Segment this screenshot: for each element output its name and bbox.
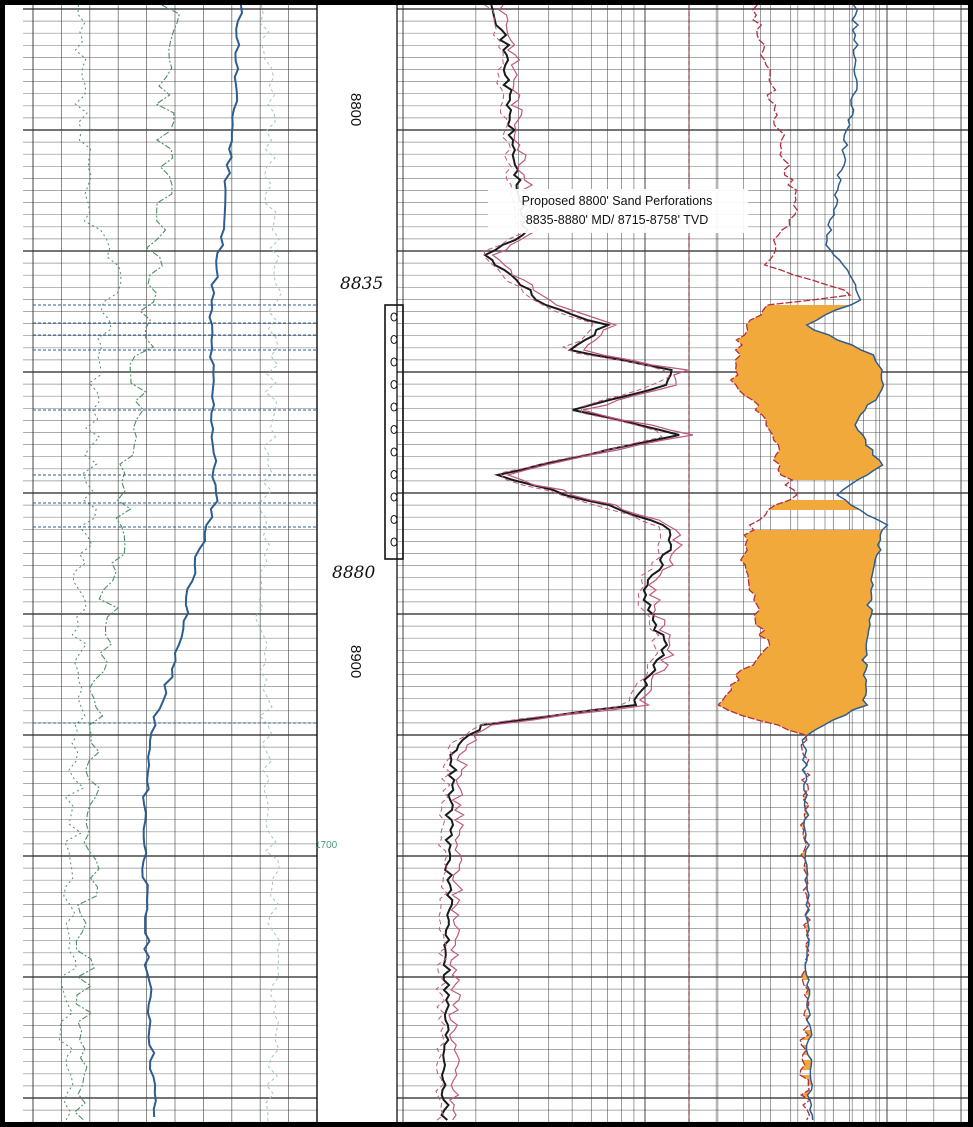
perforation-shot — [390, 492, 398, 502]
perforation-shot — [390, 425, 398, 434]
perforation-shot — [390, 402, 398, 412]
gamma-blue-curve — [801, 5, 889, 1121]
sp-curve — [73, 5, 180, 1122]
perforation-shot — [390, 380, 398, 389]
depth-label-8900: 8900 — [347, 645, 364, 678]
perforation-bracket — [384, 304, 404, 560]
caliper-curve — [141, 5, 244, 1118]
perforation-shot — [390, 312, 398, 322]
curve-scale-tick: 1700 — [315, 840, 338, 851]
annotation-box — [488, 189, 748, 233]
light-dotted-curve — [254, 5, 282, 1122]
depth-label-8800: 8800 — [347, 93, 364, 126]
handwritten-depth-8835: 8835 — [340, 274, 383, 294]
annotation-line-2: 8835-8880' MD/ 8715-8758' TVD — [526, 213, 708, 227]
log-curves — [33, 5, 889, 1122]
annotation-callout: Proposed 8800' Sand Perforations 8835-88… — [488, 189, 748, 233]
sand-fill — [718, 305, 884, 1100]
annotation-line-1: Proposed 8800' Sand Perforations — [522, 194, 713, 208]
perforation-box — [384, 304, 404, 560]
well-log-chart: 8800 8900 8835 8880 1700 Proposed 8800' … — [23, 5, 968, 1122]
perforation-shot — [390, 357, 398, 367]
perforation-shot — [390, 335, 398, 344]
perforation-shot — [390, 515, 398, 524]
perforation-shot — [390, 470, 398, 479]
perforation-shot — [390, 447, 398, 457]
perforation-shot — [390, 537, 398, 547]
handwritten-depth-8880: 8880 — [332, 563, 375, 583]
